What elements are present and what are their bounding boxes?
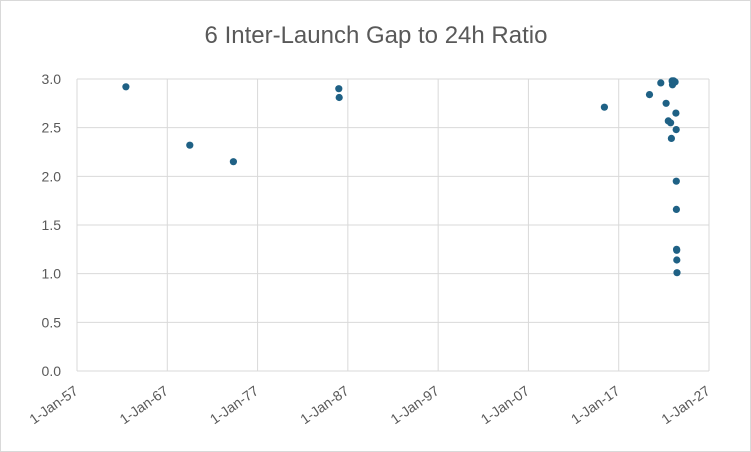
data-point <box>672 205 681 213</box>
y-tick-label: 2.0 <box>42 168 62 184</box>
y-tick-label: 2.5 <box>42 120 62 136</box>
y-tick-label: 0.0 <box>42 363 62 379</box>
data-point <box>672 109 680 117</box>
x-tick-label: 1-Jan-07 <box>478 382 533 427</box>
x-tick-label: 1-Jan-97 <box>387 382 442 427</box>
data-point <box>335 85 343 93</box>
y-axis-ticks: 0.0 0.5 1.0 1.5 2.0 2.5 3.0 <box>42 71 62 379</box>
data-point <box>645 91 654 99</box>
data-point <box>672 177 680 185</box>
data-point <box>671 78 679 86</box>
data-point <box>673 256 681 264</box>
data-point <box>667 134 676 142</box>
x-axis-ticks: 1-Jan-57 1-Jan-67 1-Jan-77 1-Jan-87 1-Jan-97… <box>26 382 713 427</box>
data-point <box>672 126 680 134</box>
x-tick-label: 1-Jan-17 <box>568 382 623 427</box>
data-point <box>667 119 675 127</box>
x-tick-label: 1-Jan-77 <box>207 382 262 427</box>
data-point <box>600 103 609 111</box>
data-point <box>673 246 681 254</box>
data-point <box>122 83 130 91</box>
data-point <box>229 158 237 166</box>
data-point <box>662 99 670 107</box>
y-tick-label: 1.0 <box>42 266 62 282</box>
x-tick-label: 1-Jan-57 <box>26 382 81 427</box>
y-tick-label: 3.0 <box>42 71 62 87</box>
gridlines <box>76 78 710 372</box>
chart-title: 6 Inter-Launch Gap to 24h Ratio <box>205 22 548 49</box>
x-tick-label: 1-Jan-67 <box>117 382 172 427</box>
data-point <box>335 93 343 102</box>
x-tick-label: 1-Jan-87 <box>297 382 352 427</box>
y-tick-label: 0.5 <box>42 314 62 330</box>
data-points <box>122 77 681 277</box>
y-tick-label: 1.5 <box>42 217 62 233</box>
data-point <box>673 269 681 277</box>
data-point <box>186 141 194 149</box>
data-point <box>657 79 665 87</box>
x-tick-label: 1-Jan-27 <box>658 382 713 427</box>
